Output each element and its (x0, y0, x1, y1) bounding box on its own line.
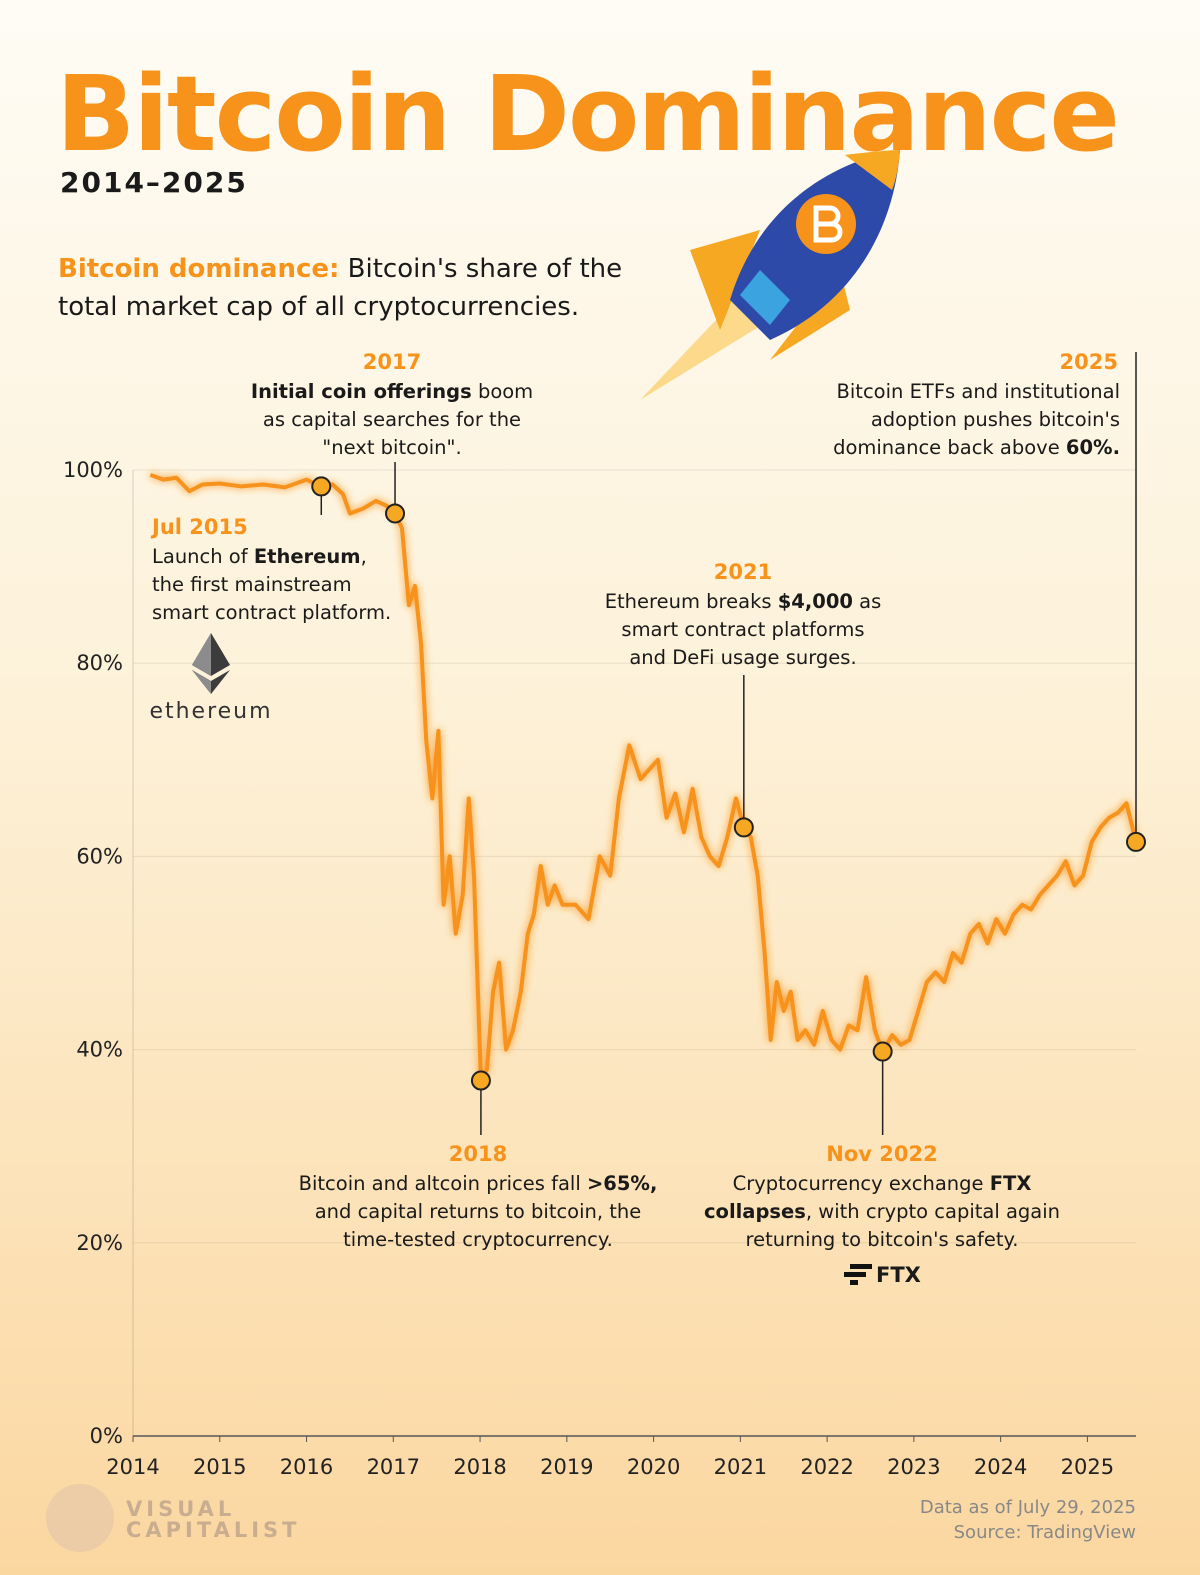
ftx-wordmark: FTX (876, 1263, 921, 1287)
annotation-text-segment: and DeFi usage surges. (629, 646, 856, 669)
annotation-text-segment: smart contract platform. (152, 601, 391, 624)
annotation-text: dominance back above 60%. (833, 436, 1120, 459)
annotation-text-segment: as capital searches for the (263, 408, 521, 431)
annotation-text: adoption pushes bitcoin's (871, 408, 1120, 431)
annotation-text: Launch of Ethereum, (152, 545, 367, 568)
x-tick-label: 2021 (714, 1455, 767, 1479)
annotation-label: Nov 2022 (826, 1142, 937, 1166)
annotation-text-segment: , (361, 545, 367, 568)
x-tick-label: 2023 (887, 1455, 940, 1479)
annotation-dot (872, 1041, 893, 1062)
ethereum-wordmark: ethereum (149, 699, 272, 724)
y-tick-label: 100% (63, 458, 123, 482)
annotation-text: "next bitcoin". (322, 436, 461, 459)
rocket-illustration (640, 150, 900, 400)
annotations: Jul 2015 Launch of Ethereum, the first mai… (150, 350, 1146, 1251)
annotation-text-segment: as (853, 590, 881, 613)
brand-logo: VISUAL CAPITALIST (46, 1484, 300, 1552)
annotation-text-segment: FTX (990, 1172, 1032, 1195)
annotation-text: as capital searches for the (263, 408, 521, 431)
annotation-text-segment: dominance back above (833, 436, 1066, 459)
x-tick-label: 2015 (193, 1455, 246, 1479)
annotation-text-segment: returning to bitcoin's safety. (746, 1228, 1019, 1251)
annotation-label: 2021 (714, 560, 772, 584)
annotation-text: smart contract platforms (621, 618, 864, 641)
annotation-text-segment: Ethereum (254, 545, 361, 568)
description-line: total market cap of all cryptocurrencies… (58, 292, 579, 322)
annotation-text: Bitcoin ETFs and institutional (837, 380, 1120, 403)
annotation-text-segment: boom (472, 380, 533, 403)
annotation-text-segment: "next bitcoin". (322, 436, 461, 459)
annotation-text-segment: smart contract platforms (621, 618, 864, 641)
annotation-text-segment: Ethereum breaks (605, 590, 778, 613)
annotation-text: the first mainstream (152, 573, 352, 596)
annotation-text-segment: adoption pushes bitcoin's (871, 408, 1120, 431)
brand-name: CAPITALIST (126, 1518, 300, 1542)
annotation-dot (1126, 831, 1146, 852)
description-line-segment: Bitcoin dominance: (58, 254, 339, 284)
footer-note: Data as of July 29, 2025 (920, 1497, 1136, 1518)
annotation-text: Initial coin offerings boom (251, 380, 533, 403)
x-tick-label: 2016 (280, 1455, 333, 1479)
annotation-text-segment: Launch of (152, 545, 254, 568)
annotation-label: Jul 2015 (150, 515, 248, 539)
annotation-text-segment: Initial coin offerings (251, 380, 472, 403)
annotation-text: Cryptocurrency exchange FTX (733, 1172, 1032, 1195)
annotation-label: 2025 (1060, 350, 1118, 374)
footer-source: Source: TradingView (954, 1522, 1136, 1543)
annotation-text: time-tested cryptocurrency. (343, 1228, 613, 1251)
annotation-text: and capital returns to bitcoin, the (315, 1200, 642, 1223)
x-tick-label: 2022 (800, 1455, 853, 1479)
y-tick-label: 80% (76, 651, 123, 675)
x-tick-label: 2020 (627, 1455, 680, 1479)
annotation-label: 2017 (363, 350, 421, 374)
annotation-dot (733, 817, 754, 838)
annotation-text: and DeFi usage surges. (629, 646, 856, 669)
annotation-text-segment: >65%, (587, 1172, 657, 1195)
x-tick-label: 2014 (106, 1455, 159, 1479)
description-line-segment: Bitcoin's share of the (339, 254, 622, 284)
dominance-line (149, 472, 1138, 1083)
y-tick-label: 20% (76, 1231, 123, 1255)
annotation-text-segment: $4,000 (778, 590, 853, 613)
annotation-dot (470, 1070, 491, 1091)
y-tick-label: 60% (76, 844, 123, 868)
annotation-label: 2018 (449, 1142, 507, 1166)
annotation-text-segment: Bitcoin and altcoin prices fall (299, 1172, 587, 1195)
annotation-text: returning to bitcoin's safety. (746, 1228, 1019, 1251)
chart-subtitle: 2014–2025 (60, 166, 248, 199)
annotation-text: Bitcoin and altcoin prices fall >65%, (299, 1172, 658, 1195)
annotation-dot (311, 476, 332, 497)
annotation-text: smart contract platform. (152, 601, 391, 624)
annotation-text-segment: collapses (704, 1200, 806, 1223)
chart-title: Bitcoin Dominance (56, 53, 1118, 175)
x-tick-label: 2019 (540, 1455, 593, 1479)
x-tick-label: 2024 (974, 1455, 1027, 1479)
annotation-text-segment: and capital returns to bitcoin, the (315, 1200, 642, 1223)
y-tick-label: 0% (90, 1424, 123, 1448)
annotation-text-segment: , with crypto capital again (806, 1200, 1060, 1223)
annotation-text-segment: the first mainstream (152, 573, 352, 596)
description: Bitcoin dominance: Bitcoin's share of th… (58, 254, 622, 322)
description-line-segment: total market cap of all cryptocurrencies… (58, 292, 579, 322)
x-tick-label: 2025 (1061, 1455, 1114, 1479)
x-tick-label: 2017 (367, 1455, 420, 1479)
description-line: Bitcoin dominance: Bitcoin's share of th… (58, 254, 622, 284)
annotation-text-segment: 60%. (1066, 436, 1120, 459)
annotation-text-segment: Bitcoin ETFs and institutional (837, 380, 1120, 403)
y-tick-label: 40% (76, 1038, 123, 1062)
annotation-text-segment: time-tested cryptocurrency. (343, 1228, 613, 1251)
annotation-text: Ethereum breaks $4,000 as (605, 590, 882, 613)
annotation-text-segment: Cryptocurrency exchange (733, 1172, 990, 1195)
annotation-text: collapses, with crypto capital again (704, 1200, 1060, 1223)
x-tick-label: 2018 (453, 1455, 506, 1479)
ftx-logo: FTX (844, 1263, 921, 1287)
plot-area: 0% 20% 40% 60% 80% 100% 2014 2015 2016 2017 2018 20… (63, 458, 1138, 1479)
brand-name: VISUAL (126, 1497, 235, 1521)
ethereum-logo: ethereum (149, 633, 272, 724)
annotation-dot (385, 503, 406, 524)
